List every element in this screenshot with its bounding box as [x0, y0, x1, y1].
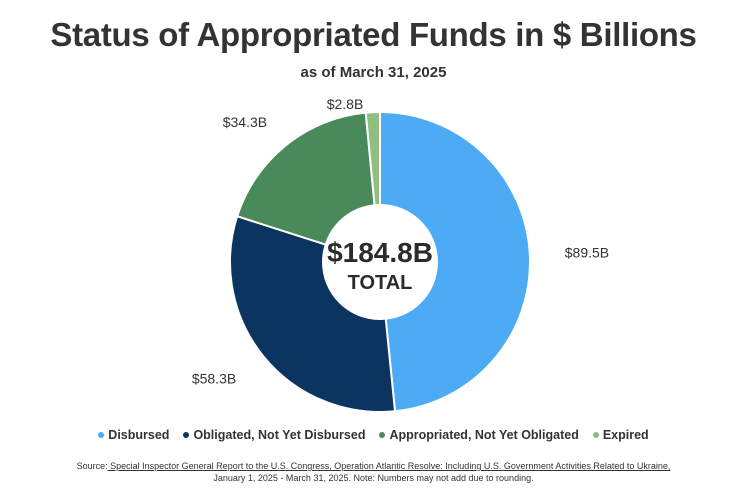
chart-title: Status of Appropriated Funds in $ Billio… [50, 16, 697, 53]
source-note: Source: Special Inspector General Report… [40, 460, 707, 484]
center-total-label: TOTAL [348, 272, 413, 294]
slice-value-label: $58.3B [192, 370, 236, 386]
legend-label: Obligated, Not Yet Disbursed [193, 428, 366, 442]
source-link[interactable]: Special Inspector General Report to the … [107, 461, 671, 471]
slice-value-label: $89.5B [565, 245, 609, 261]
donut-slices [229, 110, 531, 413]
slice-value-label: $34.3B [223, 114, 267, 130]
source-prefix: Source: [76, 461, 108, 471]
donut-hole [322, 204, 438, 320]
legend-swatch [183, 432, 190, 438]
legend-swatch [379, 432, 386, 438]
slice-value-label: $2.8B [327, 96, 364, 112]
legend-item-expired: Expired [592, 428, 649, 442]
legend-label: Appropriated, Not Yet Obligated [389, 428, 579, 442]
legend-label: Expired [602, 428, 649, 442]
slice-labels: $89.5B $58.3B $34.3B $2.8B [192, 96, 609, 386]
legend-swatch [592, 432, 599, 438]
legend-item-appropriated: Appropriated, Not Yet Obligated [379, 428, 579, 442]
center-total-value: $184.8B [327, 237, 433, 268]
legend-item-disbursed: Disbursed [98, 428, 169, 442]
donut-chart: $184.8B TOTAL $89.5B $58.3B $34.3B $2.8B [192, 96, 609, 413]
chart-subtitle: as of March 31, 2025 [300, 64, 447, 81]
slice-disbursed [379, 110, 531, 413]
legend-swatch [98, 432, 105, 438]
legend-item-obligated: Obligated, Not Yet Disbursed [183, 428, 365, 442]
legend-label: Disbursed [108, 428, 170, 442]
legend: Disbursed Obligated, Not Yet Disbursed A… [0, 428, 747, 442]
source-note-line2: January 1, 2025 - March 31, 2025. Note: … [213, 473, 534, 483]
